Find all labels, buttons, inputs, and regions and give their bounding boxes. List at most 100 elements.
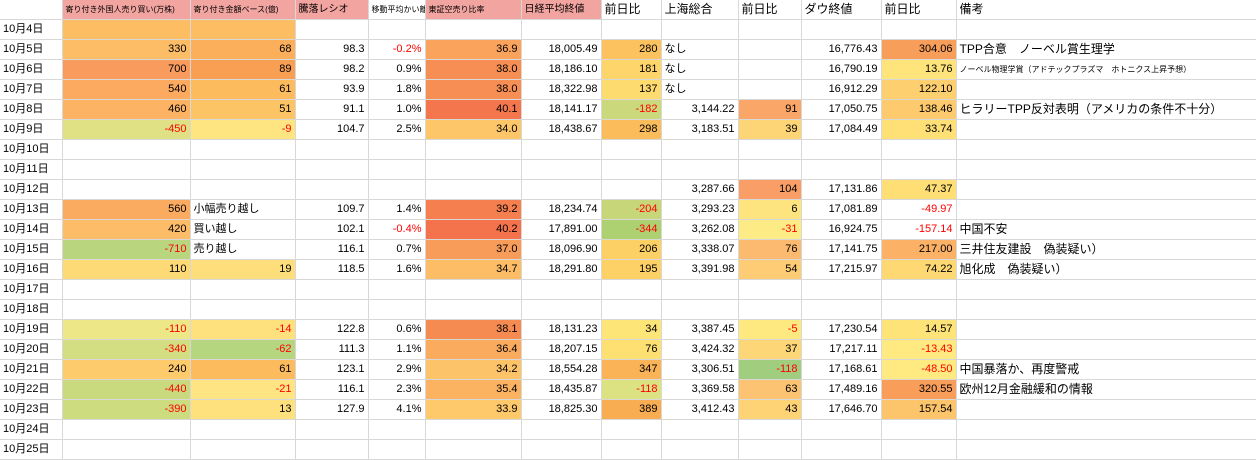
cell-shanghai[interactable] [661, 439, 739, 460]
cell-ma-deviation[interactable] [368, 19, 426, 40]
cell-updown-ratio[interactable] [295, 139, 369, 160]
cell-note[interactable] [956, 279, 1256, 300]
cell-dow-change[interactable]: -49.97 [881, 199, 957, 220]
cell-shanghai-change[interactable]: 37 [738, 339, 802, 360]
column-header[interactable]: 東証空売り比率 [425, 0, 522, 20]
cell-dow-close[interactable] [801, 439, 882, 460]
cell-amount-base[interactable]: 13 [190, 399, 296, 420]
cell-amount-base[interactable]: 68 [190, 39, 296, 60]
cell-shanghai-change[interactable]: -118 [738, 359, 802, 380]
cell-nikkei-close[interactable]: 18,291.80 [521, 259, 602, 280]
cell-shanghai-change[interactable] [738, 159, 802, 180]
date-cell[interactable]: 10月22日 [0, 379, 63, 400]
cell-note[interactable]: 三井住友建設 偽装疑い） [956, 239, 1256, 260]
column-header[interactable]: ダウ終値 [801, 0, 882, 20]
cell-short-ratio[interactable]: 40.2 [425, 219, 522, 240]
cell-nikkei-close[interactable] [521, 159, 602, 180]
date-cell[interactable]: 10月14日 [0, 219, 63, 240]
cell-shanghai-change[interactable]: 54 [738, 259, 802, 280]
cell-note[interactable] [956, 419, 1256, 440]
cell-amount-base[interactable] [190, 279, 296, 300]
cell-nikkei-close[interactable]: 18,825.30 [521, 399, 602, 420]
cell-shanghai[interactable]: 3,144.22 [661, 99, 739, 120]
cell-nikkei-change[interactable]: 389 [601, 399, 662, 420]
cell-shanghai[interactable]: 3,387.45 [661, 319, 739, 340]
cell-shanghai[interactable]: なし [661, 59, 739, 80]
cell-dow-close[interactable]: 17,084.49 [801, 119, 882, 140]
cell-dow-close[interactable]: 17,131.86 [801, 179, 882, 200]
cell-short-ratio[interactable]: 37.0 [425, 239, 522, 260]
cell-foreign-trading[interactable] [62, 419, 191, 440]
cell-foreign-trading[interactable]: 240 [62, 359, 191, 380]
cell-ma-deviation[interactable]: 1.6% [368, 259, 426, 280]
cell-nikkei-close[interactable]: 18,141.17 [521, 99, 602, 120]
date-cell[interactable]: 10月7日 [0, 79, 63, 100]
cell-nikkei-change[interactable] [601, 439, 662, 460]
cell-short-ratio[interactable]: 34.2 [425, 359, 522, 380]
cell-amount-base[interactable]: 61 [190, 359, 296, 380]
cell-short-ratio[interactable]: 34.7 [425, 259, 522, 280]
date-cell[interactable]: 10月15日 [0, 239, 63, 260]
cell-nikkei-change[interactable] [601, 179, 662, 200]
cell-dow-change[interactable]: 74.22 [881, 259, 957, 280]
cell-amount-base[interactable]: -62 [190, 339, 296, 360]
cell-shanghai[interactable]: 3,412.43 [661, 399, 739, 420]
cell-amount-base[interactable]: 買い越し [190, 219, 296, 240]
cell-updown-ratio[interactable]: 118.5 [295, 259, 369, 280]
cell-updown-ratio[interactable]: 109.7 [295, 199, 369, 220]
corner-cell[interactable] [0, 0, 63, 20]
cell-note[interactable]: ノーベル物理学賞（アドテックプラズマ ホトニクス上昇予想） [956, 59, 1256, 80]
cell-nikkei-change[interactable] [601, 139, 662, 160]
cell-dow-close[interactable]: 16,776.43 [801, 39, 882, 60]
cell-shanghai[interactable]: 3,369.58 [661, 379, 739, 400]
cell-dow-change[interactable] [881, 159, 957, 180]
cell-short-ratio[interactable]: 33.9 [425, 399, 522, 420]
cell-nikkei-close[interactable]: 18,435.87 [521, 379, 602, 400]
cell-amount-base[interactable] [190, 419, 296, 440]
cell-short-ratio[interactable] [425, 159, 522, 180]
cell-short-ratio[interactable] [425, 419, 522, 440]
cell-shanghai-change[interactable]: 104 [738, 179, 802, 200]
cell-updown-ratio[interactable] [295, 19, 369, 40]
cell-amount-base[interactable] [190, 139, 296, 160]
cell-note[interactable]: TPP合意 ノーベル賞生理学 [956, 39, 1256, 60]
cell-note[interactable] [956, 19, 1256, 40]
cell-shanghai-change[interactable] [738, 279, 802, 300]
cell-shanghai[interactable]: なし [661, 39, 739, 60]
cell-short-ratio[interactable]: 36.9 [425, 39, 522, 60]
cell-ma-deviation[interactable] [368, 159, 426, 180]
cell-ma-deviation[interactable]: -0.4% [368, 219, 426, 240]
date-cell[interactable]: 10月20日 [0, 339, 63, 360]
cell-foreign-trading[interactable]: -450 [62, 119, 191, 140]
cell-amount-base[interactable]: 19 [190, 259, 296, 280]
date-cell[interactable]: 10月10日 [0, 139, 63, 160]
cell-nikkei-change[interactable] [601, 19, 662, 40]
cell-foreign-trading[interactable] [62, 439, 191, 460]
cell-dow-close[interactable]: 17,141.75 [801, 239, 882, 260]
cell-updown-ratio[interactable]: 116.1 [295, 379, 369, 400]
cell-updown-ratio[interactable] [295, 299, 369, 320]
cell-updown-ratio[interactable] [295, 439, 369, 460]
cell-nikkei-close[interactable] [521, 439, 602, 460]
cell-note[interactable] [956, 79, 1256, 100]
cell-short-ratio[interactable]: 40.1 [425, 99, 522, 120]
cell-note[interactable] [956, 139, 1256, 160]
cell-updown-ratio[interactable]: 98.2 [295, 59, 369, 80]
cell-dow-change[interactable]: 33.74 [881, 119, 957, 140]
cell-nikkei-change[interactable]: -182 [601, 99, 662, 120]
cell-shanghai[interactable] [661, 279, 739, 300]
cell-dow-change[interactable] [881, 299, 957, 320]
cell-foreign-trading[interactable]: -440 [62, 379, 191, 400]
cell-ma-deviation[interactable]: 0.7% [368, 239, 426, 260]
cell-nikkei-close[interactable]: 18,186.10 [521, 59, 602, 80]
cell-dow-change[interactable]: 217.00 [881, 239, 957, 260]
cell-foreign-trading[interactable]: -340 [62, 339, 191, 360]
cell-foreign-trading[interactable]: 560 [62, 199, 191, 220]
cell-shanghai-change[interactable] [738, 419, 802, 440]
cell-foreign-trading[interactable]: 460 [62, 99, 191, 120]
cell-dow-close[interactable] [801, 419, 882, 440]
cell-note[interactable] [956, 339, 1256, 360]
cell-updown-ratio[interactable]: 127.9 [295, 399, 369, 420]
cell-foreign-trading[interactable] [62, 279, 191, 300]
cell-foreign-trading[interactable]: 110 [62, 259, 191, 280]
